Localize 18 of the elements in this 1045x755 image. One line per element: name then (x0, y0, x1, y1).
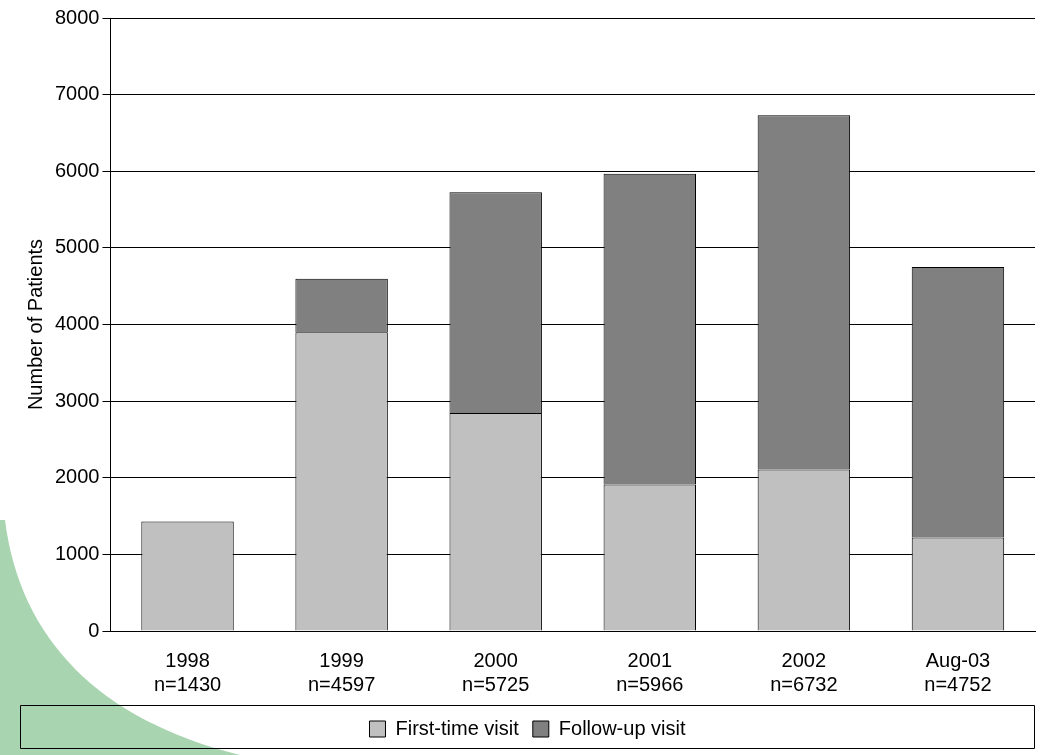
y-tick-label: 6000 (54, 158, 100, 181)
x-tick-label: 2000 n=5725 (462, 648, 530, 695)
y-axis-title: Number of Patients (23, 238, 46, 411)
y-tick-label: 2000 (54, 465, 100, 488)
y-tick-label: 3000 (54, 388, 100, 411)
x-tick-label: Aug-03 n=4752 (924, 648, 992, 695)
y-tick-label: 7000 (54, 82, 100, 105)
x-tick-label: 1998 n=1430 (153, 648, 222, 695)
x-tick-label: 2002 n=6732 (770, 648, 838, 695)
legend-label: Follow-up visit (558, 716, 686, 739)
legend-label: First-time visit (395, 716, 520, 739)
x-tick-label: 1999 n=4597 (307, 648, 376, 695)
x-tick-label: 2001 n=5966 (616, 648, 684, 695)
y-tick-label: 1000 (54, 541, 100, 564)
y-tick-label: 4000 (54, 312, 100, 335)
y-tick-label: 8000 (54, 5, 100, 28)
y-tick-label: 5000 (54, 235, 100, 258)
y-tick-label: 0 (88, 618, 100, 641)
